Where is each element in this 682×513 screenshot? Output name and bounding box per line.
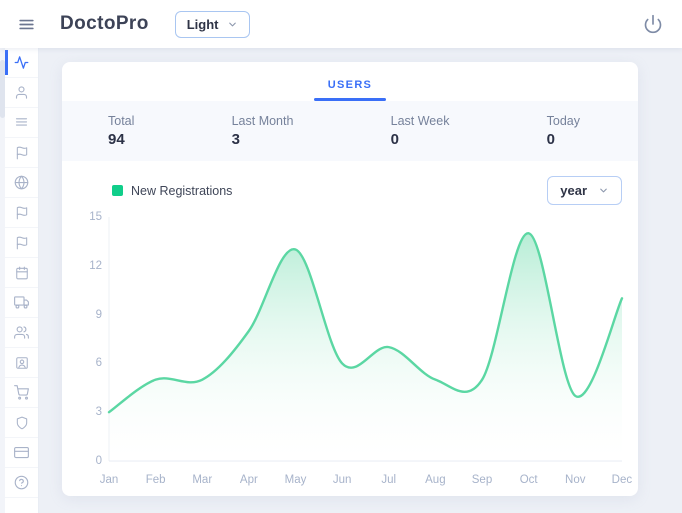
sidebar-item-transport[interactable] <box>5 288 38 318</box>
list-icon <box>14 115 29 130</box>
sidebar-item-users[interactable] <box>5 78 38 108</box>
flag-icon <box>15 206 29 220</box>
y-axis-labels: 15 12 9 6 3 0 <box>89 211 102 467</box>
activity-icon <box>14 55 29 70</box>
sidebar-item-profile[interactable] <box>5 348 38 378</box>
sidebar-item-reports-3[interactable] <box>5 228 38 258</box>
stat-today: Today 0 <box>547 114 580 148</box>
stat-value: 3 <box>231 131 240 148</box>
truck-icon <box>14 295 29 310</box>
flag-icon <box>15 236 29 250</box>
users-card: USERS Total 94 Last Month 3 Last Week 0 … <box>62 62 638 496</box>
user-badge-icon <box>15 356 29 370</box>
stat-last-month: Last Month 3 <box>232 114 294 148</box>
sidebar-item-reports-1[interactable] <box>5 138 38 168</box>
stat-value: 94 <box>108 131 125 148</box>
flag-icon <box>15 146 29 160</box>
tab-users[interactable]: USERS <box>328 79 372 101</box>
chart-plot-row: 15 12 9 6 3 0 <box>72 209 622 467</box>
tab-bar: USERS <box>62 62 638 101</box>
stat-label: Last Month <box>231 114 294 128</box>
sidebar-item-calendar[interactable] <box>5 258 38 288</box>
power-icon[interactable] <box>640 11 666 37</box>
area-chart: 15 12 9 6 3 0 Jan Feb Mar Apr May Jun Jul Aug Sep O <box>62 205 638 496</box>
stat-label: Last Week <box>390 114 450 128</box>
stat-total: Total 94 <box>108 114 134 148</box>
chart-toolbar: New Registrations year <box>62 161 638 205</box>
credit-card-icon <box>14 445 29 460</box>
sidebar-items <box>5 48 38 498</box>
theme-select-value: Light <box>186 16 219 32</box>
sidebar-scrollbar[interactable] <box>0 48 5 513</box>
hamburger-menu-icon[interactable] <box>13 11 39 37</box>
users-icon <box>14 325 29 340</box>
range-select[interactable]: year <box>547 176 622 205</box>
legend-new-registrations[interactable]: New Registrations <box>112 184 232 198</box>
chart-line-path <box>109 233 622 412</box>
help-icon <box>14 475 29 490</box>
globe-icon <box>14 175 29 190</box>
chevron-down-icon <box>227 19 238 30</box>
stat-last-week: Last Week 0 <box>391 114 450 148</box>
stat-value: 0 <box>390 131 399 148</box>
sidebar-item-help[interactable] <box>5 468 38 498</box>
x-axis-labels: Jan Feb Mar Apr May Jun Jul Aug Sep Oct Nov Dec <box>99 474 633 486</box>
legend-swatch <box>112 185 123 196</box>
sidebar-item-globe[interactable] <box>5 168 38 198</box>
area-chart-svg <box>109 217 622 461</box>
stats-row: Total 94 Last Month 3 Last Week 0 Today … <box>62 101 638 161</box>
chart-plot-area[interactable] <box>109 217 622 461</box>
sidebar-item-dashboard[interactable] <box>5 48 38 78</box>
sidebar-item-orders[interactable] <box>5 378 38 408</box>
app-title: DoctoPro <box>60 13 149 34</box>
sidebar-item-list[interactable] <box>5 108 38 138</box>
sidebar <box>0 48 39 513</box>
sidebar-item-security[interactable] <box>5 408 38 438</box>
range-select-value: year <box>560 183 587 198</box>
shield-icon <box>15 416 29 430</box>
sidebar-item-payments[interactable] <box>5 438 38 468</box>
legend-label: New Registrations <box>131 183 233 198</box>
sidebar-item-reports-2[interactable] <box>5 198 38 228</box>
sidebar-item-team[interactable] <box>5 318 38 348</box>
cart-icon <box>14 385 29 400</box>
theme-select[interactable]: Light <box>174 10 251 38</box>
chart-area-path <box>109 233 622 461</box>
user-icon <box>14 85 29 100</box>
topbar: DoctoPro Light <box>0 0 682 48</box>
sidebar-scrollbar-thumb[interactable] <box>0 60 5 118</box>
calendar-icon <box>15 266 29 280</box>
stat-label: Total <box>108 114 135 128</box>
chevron-down-icon <box>598 185 609 196</box>
stat-label: Today <box>546 114 580 128</box>
stat-value: 0 <box>546 131 555 148</box>
